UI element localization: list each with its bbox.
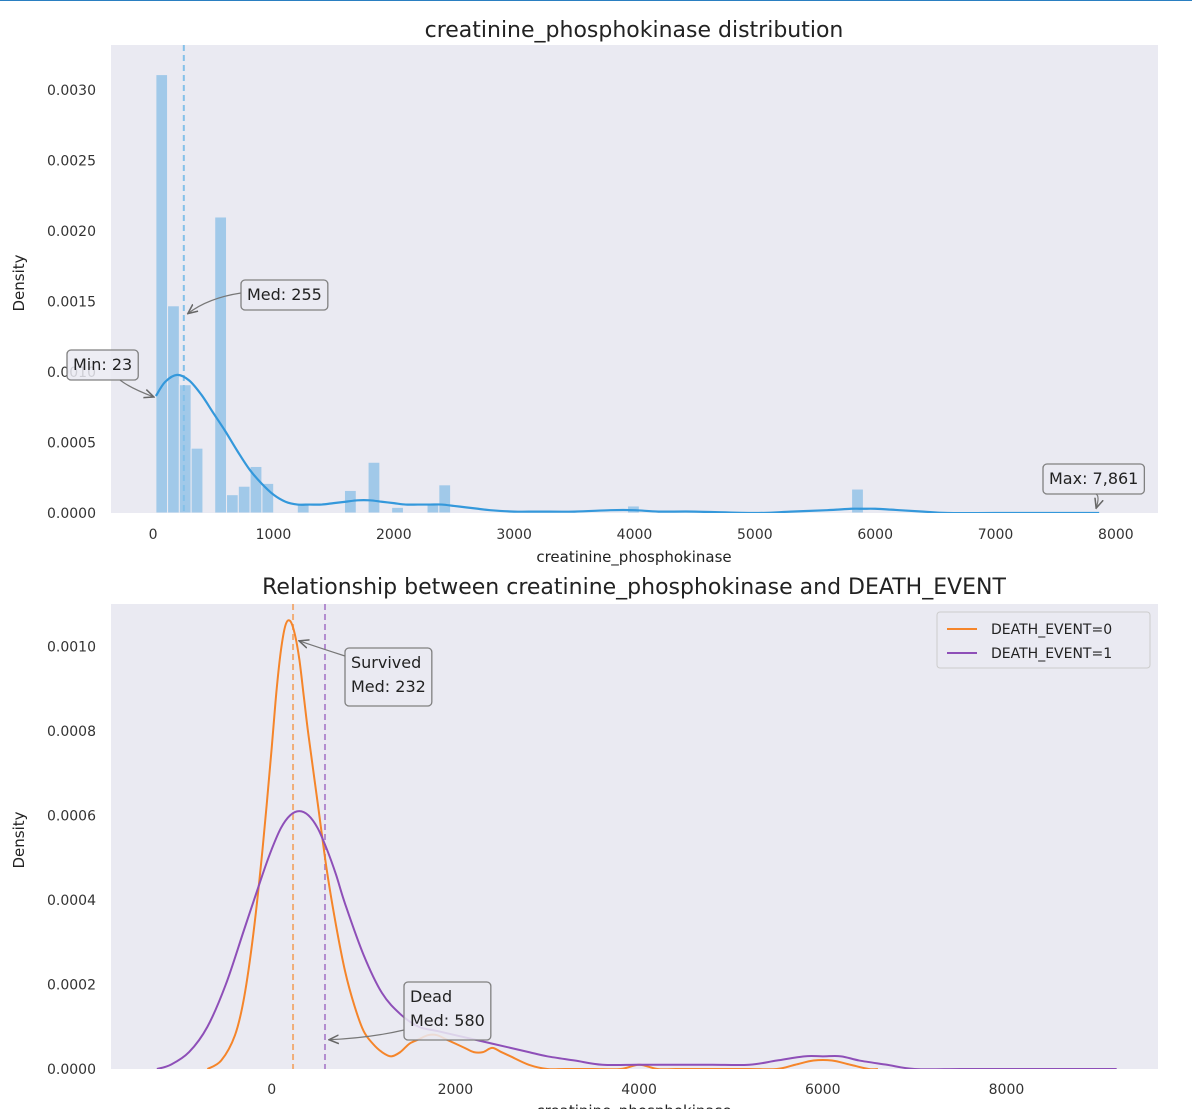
annotations-1: Med: 255 Min: 23 Max: 7,861 xyxy=(66,279,1146,508)
histogram-bar xyxy=(214,216,228,513)
annotation-median-box xyxy=(240,279,329,311)
x-tick-label: 0 xyxy=(267,1082,276,1098)
y-tick-label: 0.0002 xyxy=(47,977,96,993)
annotation-dead-box xyxy=(403,981,492,1041)
y-tick-label: 0.0000 xyxy=(47,506,96,522)
legend-label: DEATH_EVENT=1 xyxy=(991,646,1112,662)
histogram-bar xyxy=(226,494,239,513)
x-tick-label: 5000 xyxy=(737,527,773,543)
histogram-bar xyxy=(237,485,251,513)
y-tick-label: 0.0010 xyxy=(47,639,96,655)
histogram-bar xyxy=(155,74,169,513)
y-axis-label-1: Density xyxy=(10,254,28,311)
annotation-median: Med: 255 xyxy=(240,279,329,311)
histogram-bar xyxy=(851,488,864,513)
x-tick-label: 2000 xyxy=(376,527,412,543)
annotation-dead-text: Med: 580 xyxy=(410,1011,485,1030)
histogram-bar xyxy=(261,482,275,513)
window-top-border xyxy=(0,0,1192,1)
x-tick-label: 0 xyxy=(149,527,158,543)
x-tick-label: 8000 xyxy=(1098,527,1134,543)
y-tick-label: 0.0025 xyxy=(47,154,96,170)
x-tick-label: 6000 xyxy=(805,1082,841,1098)
histogram-bar xyxy=(438,484,452,513)
x-tick-label: 4000 xyxy=(621,1082,657,1098)
panel-distribution: creatinine_phosphokinase distribution 0 1… xyxy=(10,18,1158,567)
annotation-max-box xyxy=(1042,463,1146,495)
y-tick-label: 0.0000 xyxy=(47,1062,96,1078)
y-tick-label: 0.0006 xyxy=(47,808,96,824)
x-tick-label: 3000 xyxy=(496,527,532,543)
histogram-bar xyxy=(178,384,192,513)
x-axis-ticks-2: 0 2000 4000 6000 8000 xyxy=(267,1082,1024,1098)
histogram-bar xyxy=(167,305,180,513)
x-tick-label: 6000 xyxy=(857,527,893,543)
annotations-2: Survived Med: 232 Dead Med: 580 xyxy=(299,641,492,1041)
annotation-survived: Survived Med: 232 xyxy=(344,647,433,707)
plot-area-2 xyxy=(111,604,1158,1069)
histogram-bar xyxy=(391,506,404,513)
y-tick-label: 0.0020 xyxy=(47,224,96,240)
panel-relationship: Relationship between creatinine_phosphok… xyxy=(10,575,1158,1109)
annotation-arrow xyxy=(188,292,242,314)
annotation-survived-text: Med: 232 xyxy=(351,677,426,696)
y-tick-label: 0.0030 xyxy=(47,83,96,99)
chart-title-1: creatinine_phosphokinase distribution xyxy=(425,18,844,43)
annotation-min-text: Min: 23 xyxy=(73,355,132,374)
y-tick-label: 0.0004 xyxy=(47,893,96,909)
chart-title-2: Relationship between creatinine_phosphok… xyxy=(262,575,1006,600)
annotation-arrow xyxy=(299,641,346,657)
annotation-arrow xyxy=(119,379,154,397)
x-tick-label: 1000 xyxy=(256,527,292,543)
annotation-median-text: Med: 255 xyxy=(247,285,322,304)
y-tick-label: 0.0008 xyxy=(47,724,96,740)
y-tick-label: 0.0005 xyxy=(47,436,96,452)
y-axis-label-2: Density xyxy=(10,811,28,868)
annotation-dead: Dead Med: 580 xyxy=(403,981,492,1041)
annotation-max-text: Max: 7,861 xyxy=(1049,469,1138,488)
histogram-bar xyxy=(190,447,204,513)
y-axis-ticks-2: 0.0000 0.0002 0.0004 0.0006 0.0008 0.0010 xyxy=(47,639,96,1078)
kde-line xyxy=(154,373,1100,513)
annotation-arrow xyxy=(1096,493,1098,508)
annotation-min-box xyxy=(66,349,139,381)
x-tick-label: 8000 xyxy=(989,1082,1025,1098)
annotation-min: Min: 23 xyxy=(66,349,139,381)
kde-curve-1 xyxy=(154,373,1100,513)
x-tick-label: 2000 xyxy=(438,1082,474,1098)
x-tick-label: 4000 xyxy=(617,527,653,543)
annotation-max: Max: 7,861 xyxy=(1042,463,1146,495)
plot-area-1 xyxy=(111,45,1158,513)
legend-frame xyxy=(936,611,1151,669)
x-tick-label: 7000 xyxy=(978,527,1014,543)
x-axis-label-1: creatinine_phosphokinase xyxy=(536,548,731,567)
annotation-survived-box xyxy=(344,647,433,707)
y-axis-ticks-1: 0.00000.00050.00100.00150.00200.00250.00… xyxy=(47,83,96,522)
legend: DEATH_EVENT=0 DEATH_EVENT=1 xyxy=(936,611,1151,669)
annotation-survived-text: Survived xyxy=(351,653,421,672)
legend-label: DEATH_EVENT=0 xyxy=(991,622,1112,638)
histogram-bar xyxy=(426,504,440,513)
x-axis-label-2: creatinine_phosphokinase xyxy=(536,1102,731,1109)
annotation-arrow xyxy=(329,1029,405,1040)
y-tick-label: 0.0015 xyxy=(47,295,96,311)
annotation-dead-text: Dead xyxy=(410,987,452,1006)
median-lines-2 xyxy=(292,604,326,1069)
x-axis-ticks-1: 0 1000 2000 3000 4000 5000 6000 7000 8000 xyxy=(149,527,1134,543)
histogram-bar xyxy=(367,461,381,513)
